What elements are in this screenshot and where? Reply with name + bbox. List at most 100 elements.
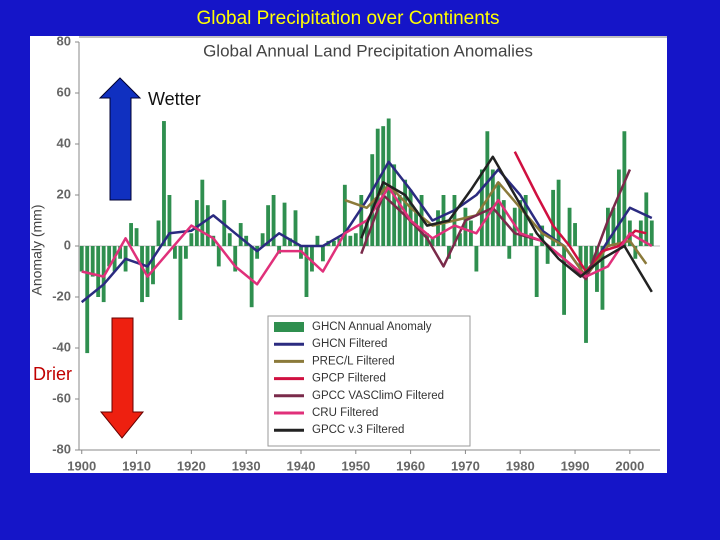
bar <box>600 246 605 310</box>
legend-box <box>267 315 471 447</box>
y-tick-label: 20 <box>57 186 71 201</box>
y-tick-label: -20 <box>52 288 71 303</box>
bar <box>310 246 314 272</box>
x-tick-label: 1910 <box>122 458 151 473</box>
bar <box>359 195 364 246</box>
drier-label: Drier <box>33 364 72 384</box>
bar <box>260 233 265 246</box>
bar <box>381 126 386 246</box>
bar <box>633 246 638 259</box>
bar <box>151 246 155 285</box>
bar <box>304 246 309 297</box>
legend-label: GPCP Filtered <box>312 373 386 385</box>
bar <box>616 169 621 246</box>
bar <box>277 246 281 254</box>
bar <box>501 200 506 246</box>
top-border <box>79 36 667 38</box>
bar <box>255 246 260 259</box>
bar <box>584 246 588 343</box>
bar <box>266 205 271 246</box>
bar <box>507 246 512 259</box>
y-tick-label: -60 <box>52 390 71 405</box>
bar <box>96 246 101 297</box>
x-tick-label: 1900 <box>67 458 96 473</box>
bar <box>463 207 468 246</box>
bar <box>342 184 347 246</box>
bar <box>589 246 594 264</box>
drier-arrow <box>99 317 145 439</box>
wetter-label: Wetter <box>148 89 201 109</box>
series-line <box>360 155 653 293</box>
legend-label: GHCN Annual Anomaly <box>312 321 432 333</box>
bar <box>562 246 566 315</box>
series-line <box>81 186 653 286</box>
bar <box>227 233 232 246</box>
wetter-arrow <box>98 77 142 201</box>
bar <box>173 246 177 259</box>
bar <box>90 246 95 277</box>
bar <box>331 240 336 246</box>
y-axis-label: Anomaly (mm) <box>29 204 45 295</box>
y-tick-label: 0 <box>64 237 71 252</box>
y-tick-label: 80 <box>57 33 71 48</box>
bar <box>540 225 545 246</box>
bar <box>156 220 161 246</box>
bar <box>408 189 413 246</box>
bar <box>129 223 133 246</box>
bar <box>233 246 238 272</box>
bar <box>458 233 462 246</box>
bar <box>523 195 528 246</box>
bar <box>622 131 627 246</box>
bar <box>107 246 112 267</box>
bar <box>644 192 649 246</box>
bar <box>194 200 199 246</box>
bar <box>375 128 380 246</box>
bar <box>282 202 287 246</box>
bar <box>611 207 616 246</box>
bar <box>556 179 561 246</box>
legend-label: CRU Filtered <box>312 407 378 419</box>
x-tick-label: 1940 <box>287 458 316 473</box>
bar <box>145 246 150 297</box>
bar <box>315 235 320 246</box>
bar <box>211 235 216 246</box>
legend-label: GPCC v.3 Filtered <box>312 424 404 436</box>
bar <box>649 220 654 246</box>
bar <box>468 220 473 246</box>
legend-label: GPCC VASClimO Filtered <box>312 390 444 402</box>
bar <box>518 200 523 246</box>
bar <box>485 131 490 246</box>
bar <box>419 195 424 246</box>
bar <box>216 246 221 267</box>
y-tick-label: -80 <box>52 441 71 456</box>
bar <box>288 238 292 246</box>
bar <box>271 195 276 246</box>
bar <box>205 205 210 246</box>
bar <box>348 235 353 246</box>
bar <box>140 246 144 303</box>
bar <box>101 246 106 303</box>
bar <box>606 207 610 246</box>
x-tick-label: 1990 <box>561 458 590 473</box>
y-tick-label: 40 <box>57 135 71 150</box>
bar <box>200 179 205 246</box>
bar <box>529 233 534 246</box>
bar <box>85 246 90 354</box>
series-line <box>344 181 648 278</box>
bar <box>167 195 172 246</box>
bar <box>534 246 539 297</box>
slide-title: Global Precipitation over Continents <box>196 8 499 29</box>
bar <box>386 118 391 246</box>
x-tick-label: 1950 <box>341 458 370 473</box>
bar <box>238 223 243 246</box>
x-tick-label: 1930 <box>232 458 261 473</box>
x-tick-label: 1970 <box>451 458 480 473</box>
legend-label: GHCN Filtered <box>312 338 387 350</box>
bar <box>183 246 188 259</box>
x-tick-label: 1980 <box>506 458 535 473</box>
bar <box>320 246 325 262</box>
bar <box>134 228 139 246</box>
bar <box>474 246 479 272</box>
